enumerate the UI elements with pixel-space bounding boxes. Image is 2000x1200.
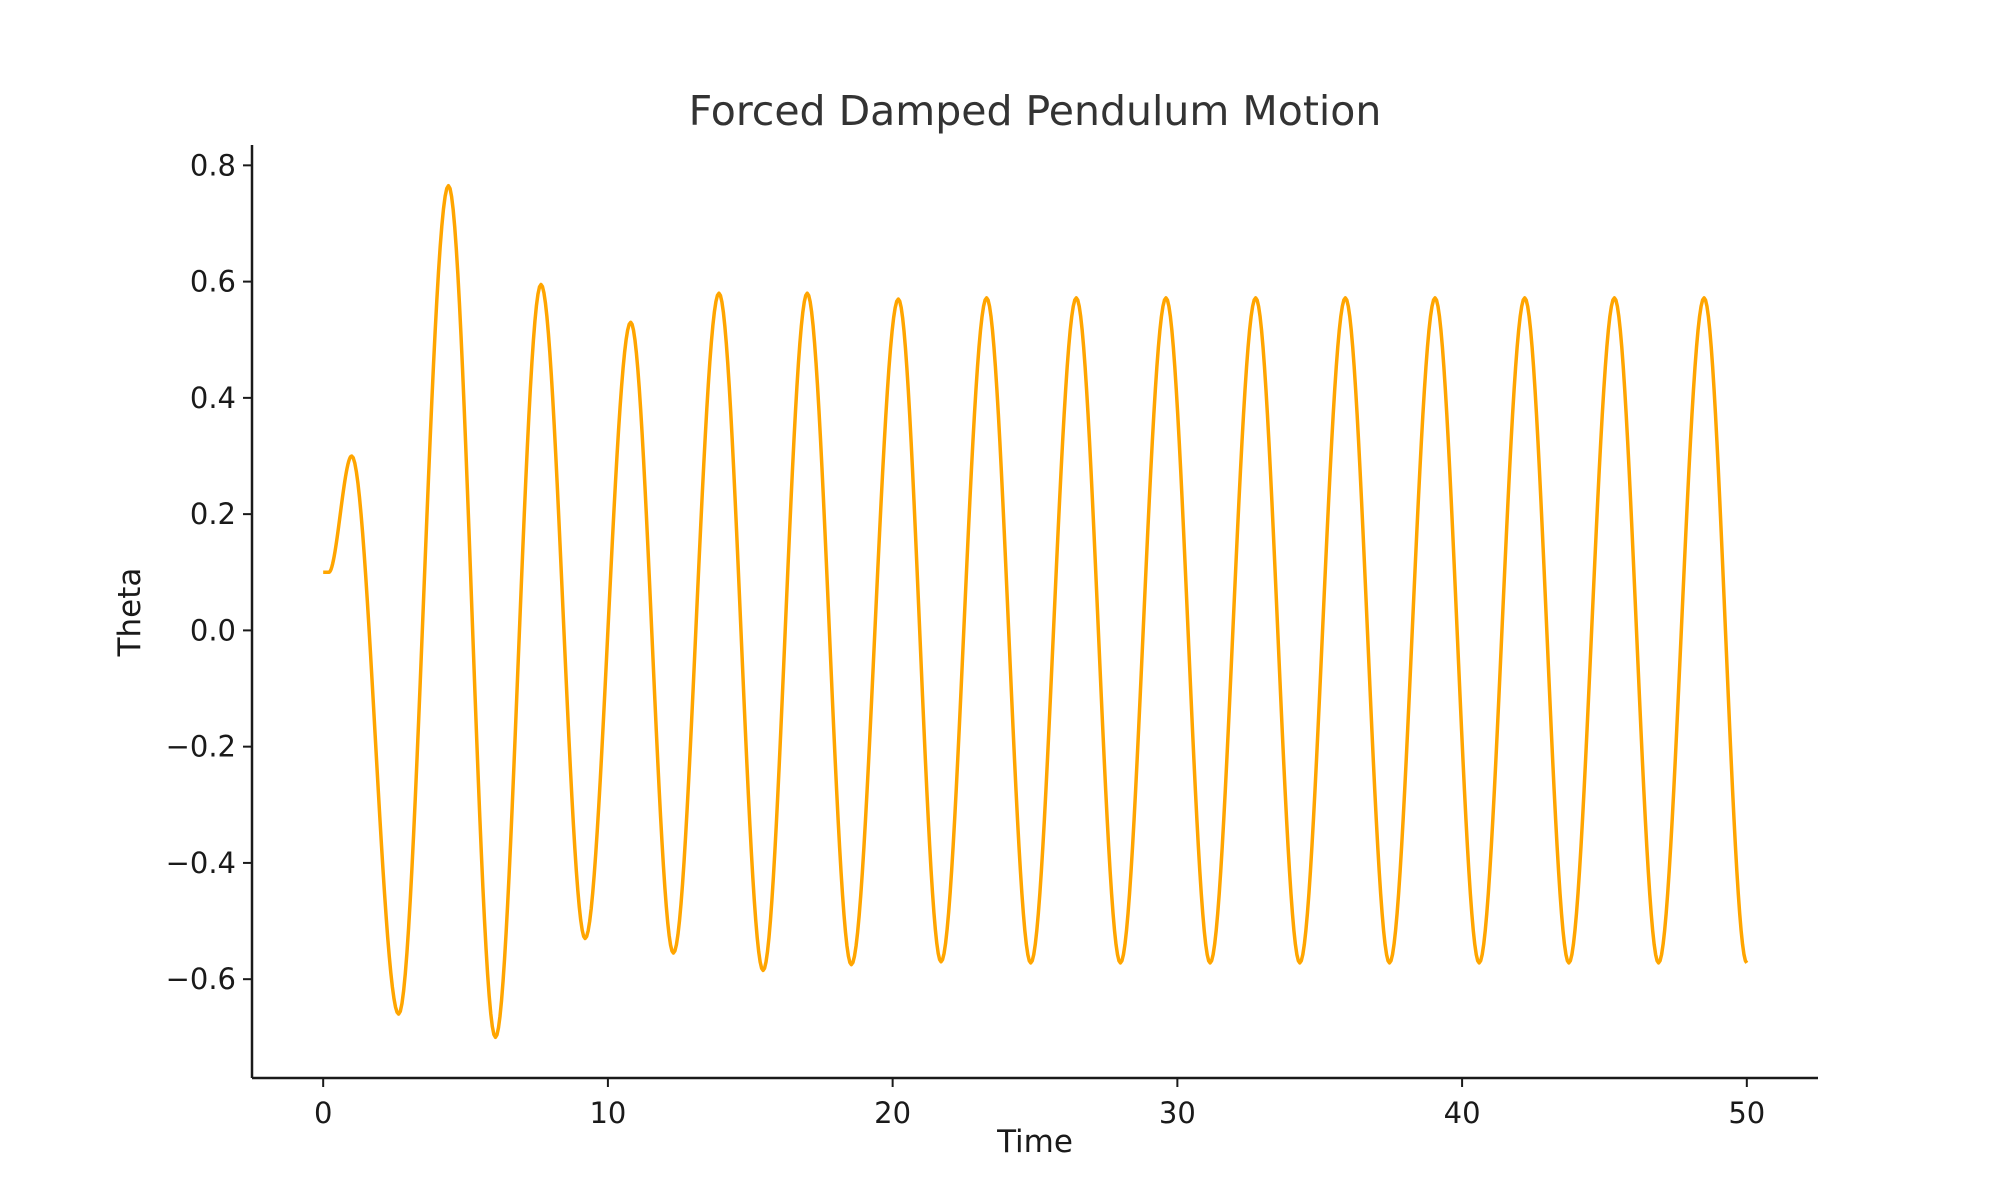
y-tick-label: 0.6: [190, 265, 236, 299]
y-axis-ticks: −0.6 −0.4 −0.2 0.0 0.2 0.4 0.6 0.8: [166, 148, 252, 996]
x-axis-label: Time: [996, 1124, 1073, 1160]
y-tick-label: 0.8: [190, 148, 236, 182]
x-axis-ticks: 0 10 20 30 40 50: [314, 1078, 1765, 1130]
y-axis-label: Theta: [112, 568, 148, 658]
y-tick-label: 0.4: [190, 381, 236, 415]
y-tick-label: 0.0: [190, 613, 236, 647]
x-tick-label: 20: [874, 1096, 911, 1130]
x-tick-label: 10: [589, 1096, 626, 1130]
chart-title: Forced Damped Pendulum Motion: [689, 87, 1382, 135]
series-line: [321, 183, 1749, 1040]
y-tick-label: −0.4: [166, 846, 236, 880]
y-tick-label: −0.2: [166, 730, 236, 764]
x-tick-label: 40: [1444, 1096, 1481, 1130]
x-tick-label: 30: [1159, 1096, 1196, 1130]
y-tick-label: −0.6: [166, 962, 236, 996]
y-tick-label: 0.2: [190, 497, 236, 531]
x-tick-label: 0: [314, 1096, 332, 1130]
plot-area: [321, 183, 1749, 1040]
x-tick-label: 50: [1728, 1096, 1765, 1130]
